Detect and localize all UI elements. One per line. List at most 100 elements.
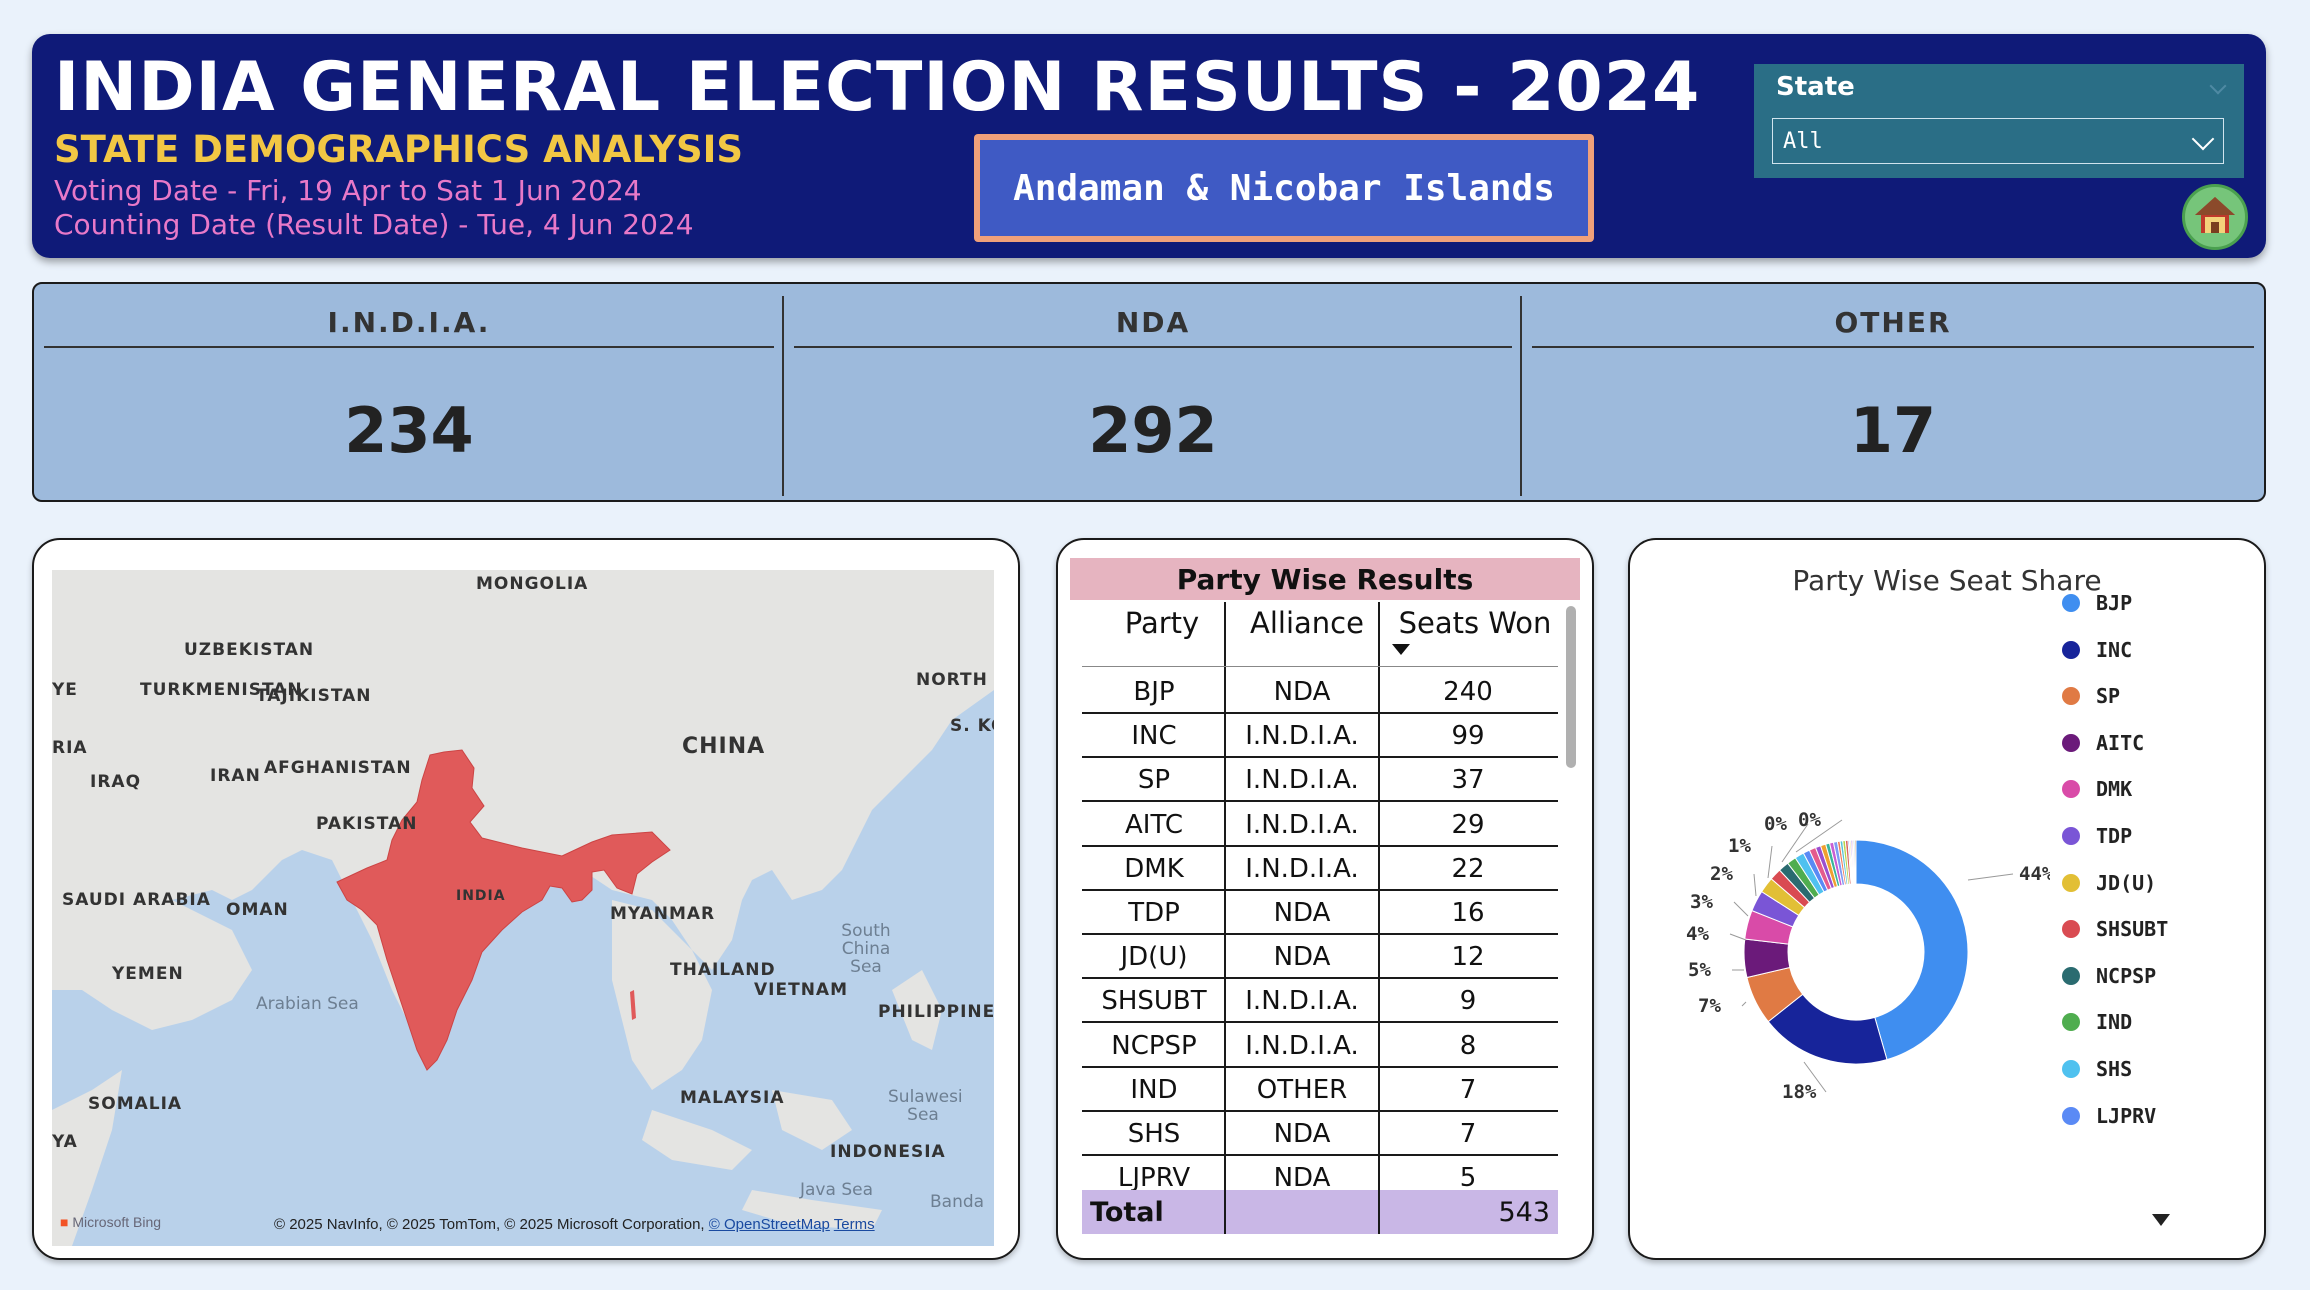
table-title: Party Wise Results (1070, 558, 1580, 600)
table-cell-party: JD(U) (1120, 942, 1188, 973)
counting-date: Counting Date (Result Date) - Tue, 4 Jun… (54, 208, 694, 241)
legend-item[interactable]: INC (2062, 635, 2132, 665)
legend-item[interactable]: SP (2062, 681, 2120, 711)
table-cell-party: BJP (1133, 677, 1175, 707)
table-row[interactable]: INC I.N.D.I.A. 99 (1082, 714, 1558, 759)
slice-percent-label: 18% (1782, 1081, 1817, 1103)
legend-marker (2062, 1013, 2080, 1032)
chart-title: Party Wise Seat Share (1792, 564, 2102, 597)
map-label: YE (52, 680, 78, 700)
donut-chart[interactable]: 44% 18% 7% 5% 4% 3% 2% 1% 0% 0% (1630, 780, 2050, 1200)
land-africa (52, 1070, 122, 1246)
map-label: OMAN (226, 900, 289, 920)
map-label: YA (52, 1132, 78, 1152)
andaman-islands (630, 990, 636, 1020)
osm-link[interactable]: © OpenStreetMap (708, 1216, 830, 1233)
legend-scroll-down-icon[interactable] (2152, 1214, 2170, 1226)
column-header-alliance[interactable]: Alliance (1250, 606, 1364, 640)
legend-item[interactable]: SHS (2062, 1054, 2132, 1084)
column-header-party[interactable]: Party (1124, 606, 1200, 640)
land-indonesia-1 (642, 1110, 752, 1170)
divider (1378, 602, 1380, 1234)
legend-marker (2062, 827, 2080, 845)
page-subtitle: STATE DEMOGRAPHICS ANALYSIS (54, 128, 744, 171)
legend-marker (2062, 873, 2080, 892)
legend-marker (2062, 733, 2080, 752)
legend-label: DMK (2096, 777, 2133, 802)
sort-desc-icon[interactable] (1392, 644, 1410, 655)
legend-item[interactable]: JD(U) (2062, 868, 2156, 898)
table-cell-seats: 5 (1459, 1163, 1477, 1194)
map-label: INDIA (456, 888, 506, 904)
legend-label: AITC (2096, 730, 2145, 755)
table-row[interactable]: SP I.N.D.I.A. 37 (1082, 758, 1558, 803)
home-button[interactable] (2182, 184, 2248, 250)
table-row[interactable]: AITC I.N.D.I.A. 29 (1082, 803, 1558, 847)
table-row[interactable]: SHSUBT I.N.D.I.A. 9 (1082, 979, 1558, 1024)
slice-percent-label: 4% (1686, 923, 1709, 945)
table-cell-party: AITC (1125, 809, 1183, 840)
donut-slice[interactable] (1854, 839, 1857, 885)
column-header-seats-won[interactable]: Seats Won (1398, 606, 1552, 640)
legend-item[interactable]: BJP (2062, 588, 2132, 618)
land-indonesia-2 (772, 1090, 852, 1150)
divider (1378, 1190, 1380, 1234)
legend-item[interactable]: TDP (2062, 821, 2132, 851)
map-sea-label: Arabian Sea (256, 994, 359, 1014)
map-label: PAKISTAN (316, 814, 418, 834)
table-cell-seats: 7 (1459, 1074, 1477, 1105)
table-cell-seats: 37 (1451, 765, 1485, 796)
table-row[interactable]: IND OTHER 7 (1082, 1068, 1558, 1112)
legend-item[interactable]: DMK (2062, 774, 2132, 804)
legend-item[interactable]: AITC (2062, 728, 2144, 758)
legend-item[interactable]: LJPRV (2062, 1101, 2156, 1131)
table-row[interactable]: JD(U) NDA 12 (1082, 935, 1558, 980)
legend-label: TDP (2096, 824, 2133, 848)
table-cell-alliance: I.N.D.I.A. (1245, 1030, 1359, 1061)
slice-percent-label: 0% (1798, 809, 1821, 831)
table-cell-alliance: NDA (1273, 677, 1331, 707)
legend-label: SHS (2096, 1057, 2133, 1081)
table-row[interactable]: SHS NDA 7 (1082, 1112, 1558, 1156)
leader-line (1781, 823, 1809, 863)
legend-label: IND (2096, 1010, 2133, 1035)
legend-item[interactable]: IND (2062, 1007, 2132, 1037)
map-visual[interactable]: MONGOLIA UZBEKISTAN TURKMENISTAN TAJIKIS… (52, 570, 994, 1246)
chevron-down-icon (2209, 77, 2227, 95)
table-cell-seats: 8 (1459, 1030, 1477, 1061)
bing-logo: ■ Microsoft Bing (60, 1214, 162, 1230)
map-label: S. KO (950, 716, 994, 736)
leader-line (1733, 901, 1749, 917)
kpi-nda-label: NDA (1115, 306, 1191, 339)
total-value: 543 (1498, 1196, 1550, 1228)
table-scrollbar[interactable] (1566, 606, 1576, 768)
land-indonesia-3 (742, 1190, 882, 1230)
selected-state-name: Andaman & Nicobar Islands (980, 140, 1588, 236)
table-row[interactable]: BJP NDA 240 (1082, 670, 1558, 714)
table-cell-party: SP (1137, 765, 1171, 796)
table-row[interactable]: NCPSP I.N.D.I.A. 8 (1082, 1024, 1558, 1068)
map-label: IRAQ (90, 772, 142, 792)
legend-item[interactable]: NCPSP (2062, 961, 2156, 991)
state-dropdown[interactable]: All (1772, 118, 2224, 164)
table-cell-alliance: I.N.D.I.A. (1245, 986, 1359, 1017)
selected-state-card: Andaman & Nicobar Islands (974, 134, 1594, 242)
chevron-down-icon (2191, 127, 2215, 151)
total-label: Total (1090, 1196, 1164, 1228)
table-row[interactable]: DMK I.N.D.I.A. 22 (1082, 847, 1558, 891)
legend-marker (2062, 1060, 2080, 1078)
legend-label: NCPSP (2096, 963, 2157, 988)
divider (1520, 296, 1522, 496)
map-canvas (52, 570, 994, 1246)
map-label: MONGOLIA (476, 574, 589, 594)
table-row[interactable]: TDP NDA 16 (1082, 891, 1558, 935)
legend-marker (2062, 966, 2080, 985)
divider (44, 346, 774, 348)
divider (1532, 346, 2254, 348)
legend-marker (2062, 920, 2080, 939)
kpi-india: I.N.D.I.A. 234 (34, 284, 784, 500)
legend-item[interactable]: SHSUBT (2062, 914, 2168, 944)
table-cell-seats: 240 (1443, 677, 1493, 707)
terms-link[interactable]: Terms (833, 1216, 875, 1233)
donut-slice[interactable] (1855, 839, 1969, 1061)
